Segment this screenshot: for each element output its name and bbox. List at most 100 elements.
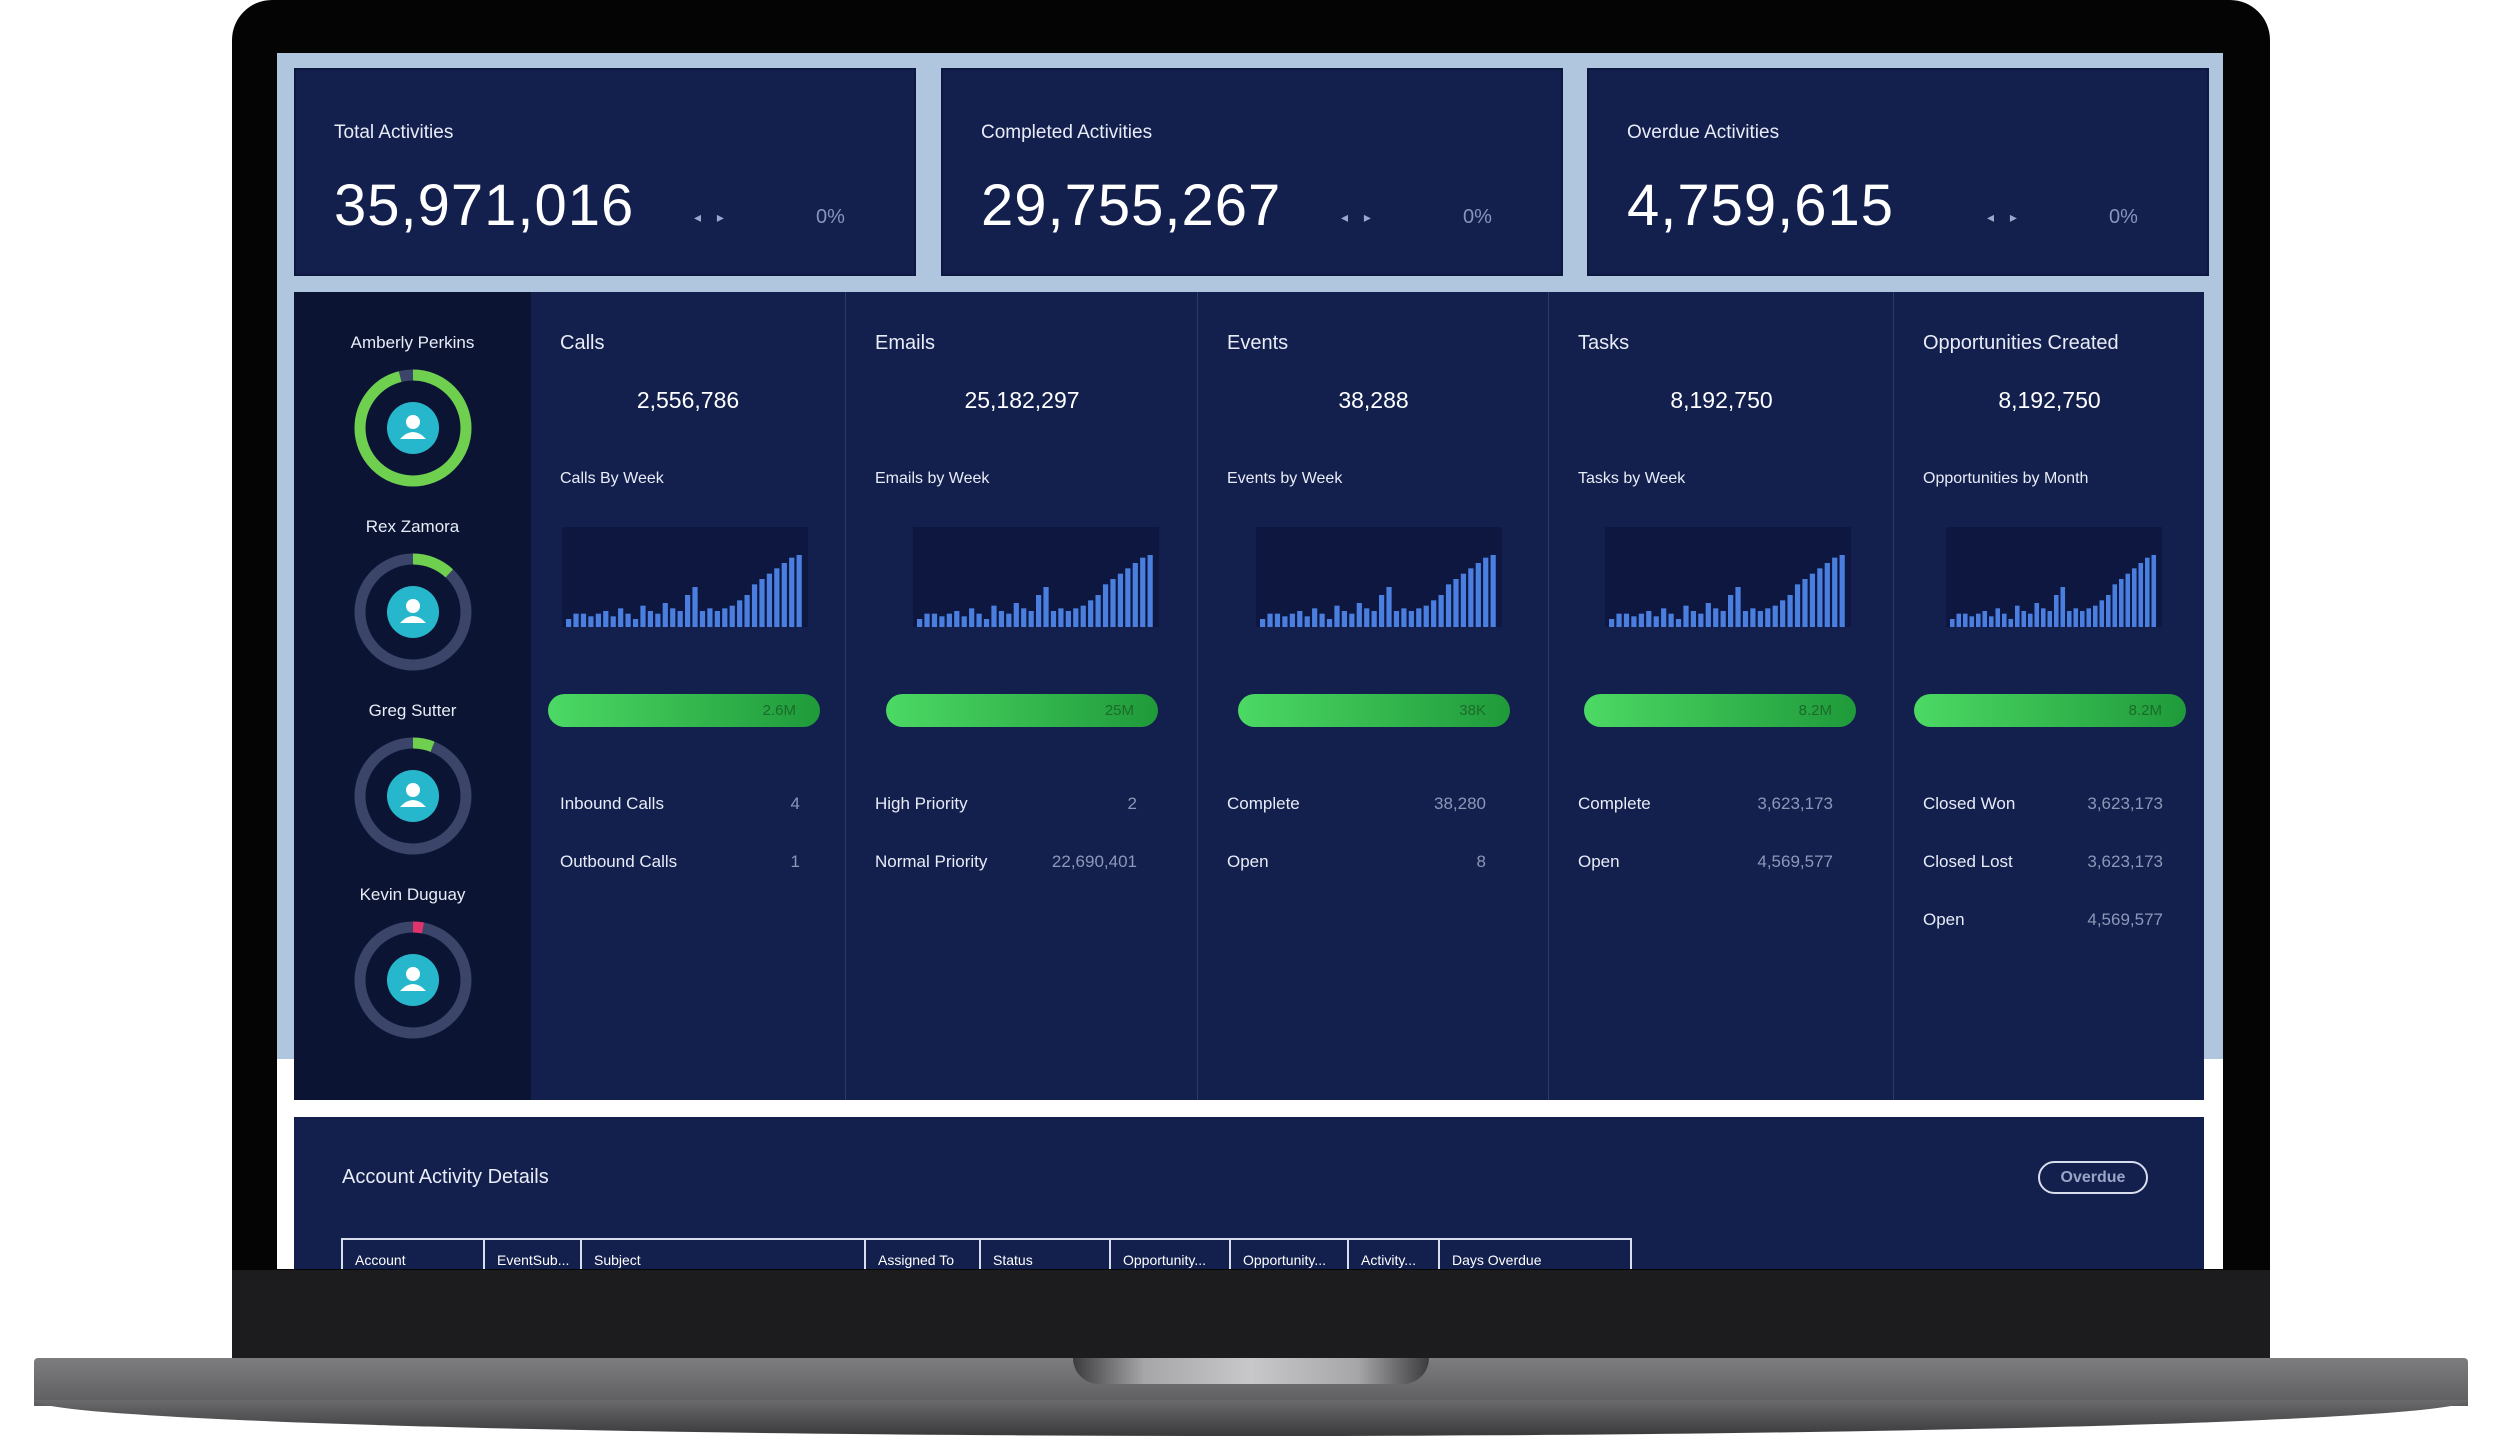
chart-bar — [670, 608, 676, 627]
metric-value: 38,288 — [1338, 387, 1409, 413]
chart-bar — [1088, 600, 1094, 627]
column-header-account[interactable]: Account — [343, 1240, 485, 1269]
chart-bar — [1817, 568, 1823, 627]
chart-title: Calls By Week — [560, 470, 664, 487]
chart-bar — [1453, 579, 1459, 627]
chart-bar — [1260, 619, 1266, 627]
chart-bar — [1668, 613, 1674, 627]
chart-bar — [1028, 611, 1034, 627]
chart-bar — [1631, 616, 1637, 627]
weekly-bar-chart — [913, 527, 1159, 627]
chart-bar — [939, 616, 945, 627]
person-card[interactable]: Rex Zamora — [294, 517, 531, 701]
chart-bar — [2145, 557, 2150, 627]
chart-bar — [766, 573, 773, 627]
progress-label: 25M — [1104, 702, 1134, 719]
chart-bar — [2132, 568, 2137, 627]
chart-bar — [1117, 573, 1124, 627]
chart-bar — [1623, 613, 1630, 627]
chart-bar — [2008, 619, 2014, 627]
chart-bar — [1787, 595, 1793, 627]
people-sidebar: Amberly Perkins Rex Zamora Greg Sutter K… — [294, 292, 531, 1100]
kpi-value: 35,971,016 — [334, 173, 635, 238]
person-name: Greg Sutter — [368, 701, 457, 720]
chart-title: Emails by Week — [875, 470, 990, 487]
chart-bar — [1304, 616, 1310, 627]
chart-bar — [751, 584, 758, 627]
chart-bar — [1976, 613, 1981, 627]
column-header-event-subtype[interactable]: EventSub... — [485, 1240, 582, 1269]
kpi-card-completed: Completed Activities 29,755,267 ◂ ▸ 0% — [941, 68, 1563, 276]
chart-bar — [1832, 557, 1838, 627]
metric-emails: Emails 25,182,297 Emails by Week 25M Hig… — [845, 292, 1198, 1100]
column-header-opportunity-1[interactable]: Opportunity... — [1111, 1240, 1231, 1269]
chart-bar — [917, 619, 923, 627]
row-value: 3,623,173 — [1757, 794, 1833, 813]
chart-bar — [1995, 608, 2001, 627]
overdue-filter-button[interactable]: Overdue — [2038, 1161, 2148, 1194]
chart-bar — [2002, 613, 2007, 627]
row-value: 22,690,401 — [1051, 852, 1137, 871]
kpi-title: Completed Activities — [981, 122, 1153, 143]
metric-title: Opportunities Created — [1923, 332, 2119, 354]
trend-arrows-icon: ◂ ▸ — [1341, 209, 1377, 225]
metric-row: Closed Won 3,623,173 — [1923, 794, 2163, 818]
metric-events: Events 38,288 Events by Week 38K Complet… — [1197, 292, 1549, 1100]
kpi-value: 29,755,267 — [981, 173, 1282, 238]
metric-row: Inbound Calls 4 — [560, 794, 800, 818]
person-name: Rex Zamora — [365, 517, 460, 536]
activity-metrics-panel: Amberly Perkins Rex Zamora Greg Sutter K… — [294, 292, 2204, 1100]
chart-bar — [1095, 595, 1101, 627]
chart-bar — [1780, 600, 1786, 627]
progress-bar: 8.2M — [1584, 694, 1856, 727]
chart-bar — [1982, 611, 1988, 627]
progress-label: 38K — [1459, 702, 1486, 719]
chart-bar — [998, 611, 1005, 627]
column-header-activity[interactable]: Activity... — [1349, 1240, 1440, 1269]
metric-value: 2,556,786 — [636, 387, 740, 413]
chart-bar — [632, 619, 639, 627]
chart-bar — [2034, 603, 2040, 627]
chart-bar — [729, 605, 735, 627]
weekly-bar-chart — [562, 527, 808, 627]
chart-bar — [1043, 587, 1049, 627]
chart-bar — [1963, 613, 1968, 627]
chart-title: Events by Week — [1227, 470, 1343, 487]
column-header-assigned-to[interactable]: Assigned To — [866, 1240, 981, 1269]
chart-bar — [573, 613, 579, 627]
chart-bar — [2041, 608, 2046, 627]
person-name: Kevin Duguay — [359, 885, 466, 904]
chart-bar — [1423, 605, 1429, 627]
chart-bar — [1401, 608, 1407, 627]
chart-bar — [931, 613, 938, 627]
person-card[interactable]: Kevin Duguay — [294, 885, 531, 1069]
chart-bar — [1490, 555, 1496, 627]
person-card[interactable]: Greg Sutter — [294, 701, 531, 885]
metric-row: Open 4,569,577 — [1923, 910, 2163, 934]
chart-bar — [588, 616, 594, 627]
row-value: 2 — [1127, 794, 1137, 813]
chart-bar — [1371, 611, 1377, 627]
column-header-days-overdue[interactable]: Days Overdue — [1452, 1252, 1542, 1268]
ring-progress — [354, 737, 472, 855]
column-header-subject[interactable]: Subject — [582, 1240, 866, 1269]
person-card[interactable]: Amberly Perkins — [294, 333, 531, 517]
chart-bar — [1698, 613, 1704, 627]
chart-bar — [1950, 619, 1955, 627]
chart-bar — [744, 595, 750, 627]
chart-bar — [991, 605, 997, 627]
chart-bar — [1297, 611, 1303, 627]
chart-bar — [692, 587, 698, 627]
chart-bar — [1013, 603, 1019, 627]
chart-bar — [2080, 611, 2085, 627]
column-header-status[interactable]: Status — [981, 1240, 1111, 1269]
column-header-opportunity-2[interactable]: Opportunity... — [1231, 1240, 1349, 1269]
chart-bar — [2021, 611, 2027, 627]
chart-bar — [647, 611, 654, 627]
chart-bar — [1065, 611, 1071, 627]
chart-bar — [1475, 563, 1481, 627]
chart-bar — [1690, 611, 1697, 627]
kpi-percent: 0% — [2109, 206, 2138, 228]
progress-label: 8.2M — [2128, 702, 2162, 719]
row-value: 1 — [790, 852, 800, 871]
